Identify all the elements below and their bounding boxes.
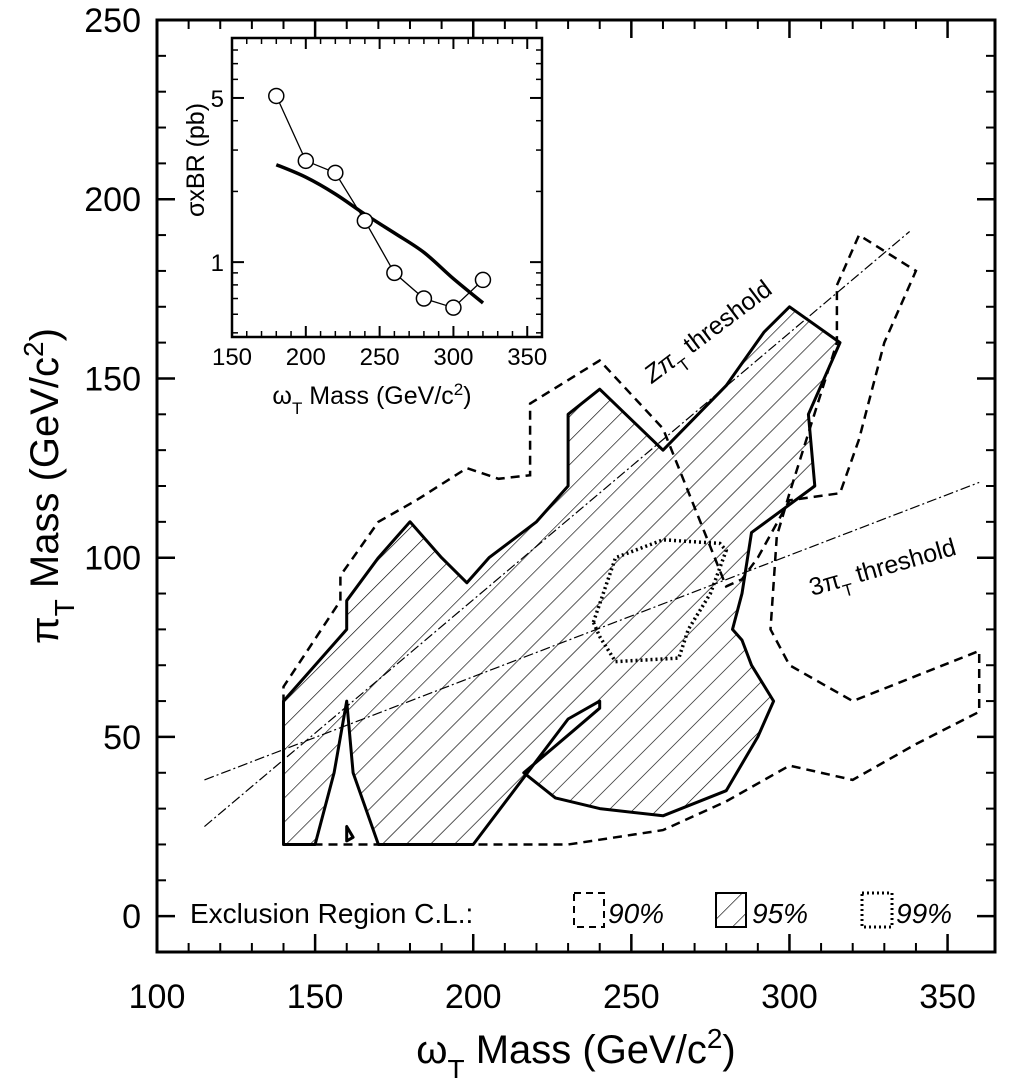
inset-x-tick-label: 200 [286, 344, 326, 371]
inset-data-point [356, 212, 374, 230]
3pi-threshold-label: 3πT threshold [806, 533, 961, 609]
y-tick-label: 50 [103, 719, 141, 757]
x-tick-label: 100 [129, 978, 186, 1016]
inset-x-tick-label: 350 [507, 344, 547, 371]
inset-plot-frame [230, 36, 544, 339]
y-tick-label: 200 [84, 181, 141, 219]
x-tick-label: 150 [287, 978, 344, 1016]
legend-swatch-95 [715, 892, 747, 928]
inset-y-axis-title: σxBR (pb) [182, 103, 210, 217]
y-tick-label: 250 [84, 2, 141, 40]
x-tick-label: 250 [603, 978, 660, 1016]
inset-data-point [297, 152, 315, 170]
inset-y-tick-label: 1 [211, 250, 224, 277]
inset-x-tick-label: 250 [360, 344, 400, 371]
inset-data-point [474, 271, 492, 289]
legend-label-95: 95% [752, 898, 808, 929]
legend-swatch-90 [573, 892, 605, 928]
y-axis-title: πT Mass (GeV/c2) [18, 328, 80, 644]
x-tick-label: 300 [761, 978, 818, 1016]
legend-label-90: 90% [608, 898, 664, 929]
y-tick-label: 0 [122, 898, 141, 936]
inset-axis-ticks: 150 200 250 300 350 1 5 [211, 37, 547, 371]
3pi-threshold-line [204, 481, 980, 781]
threshold-lines [204, 231, 980, 827]
inset-data-point [386, 264, 403, 282]
x-tick-label: 200 [445, 978, 502, 1016]
legend-label-99: 99% [896, 898, 952, 929]
z-threshold-line [204, 231, 911, 827]
inset-background [232, 38, 542, 337]
inset-series [268, 87, 492, 316]
legend-swatch-99 [860, 891, 894, 929]
inset-theory-curve [275, 163, 485, 305]
legend-title: Exclusion Region C.L.: [190, 898, 473, 929]
inset-data-point [445, 299, 462, 316]
x-tick-label: 350 [919, 978, 976, 1016]
inset-x-tick-label: 150 [212, 344, 252, 371]
inset-data-point [268, 87, 285, 105]
inset-data-point [327, 164, 344, 182]
inset-plot: 150 200 250 300 350 1 5 ωT Mass (GeV/c2) σxBR … [182, 36, 547, 418]
region-99 [591, 538, 729, 664]
inset-data-point [415, 290, 433, 307]
main-axis-ticks: 100 150 200 250 300 350 0 50 100 150 200 250 [84, 2, 995, 1016]
inset-x-axis-title: ωT Mass (GeV/c2) [272, 380, 471, 418]
y-tick-label: 150 [84, 360, 141, 398]
legend: Exclusion Region C.L.: 90% 95% 99% [190, 891, 952, 929]
region-90 [282, 233, 981, 846]
inset-y-tick-label: 5 [211, 86, 224, 113]
x-axis-title: ωT Mass (GeV/c2) [416, 1023, 736, 1078]
inset-x-tick-label: 300 [433, 344, 473, 371]
region-95 [282, 305, 842, 846]
exclusion-regions [282, 233, 981, 846]
y-tick-label: 100 [84, 540, 141, 578]
